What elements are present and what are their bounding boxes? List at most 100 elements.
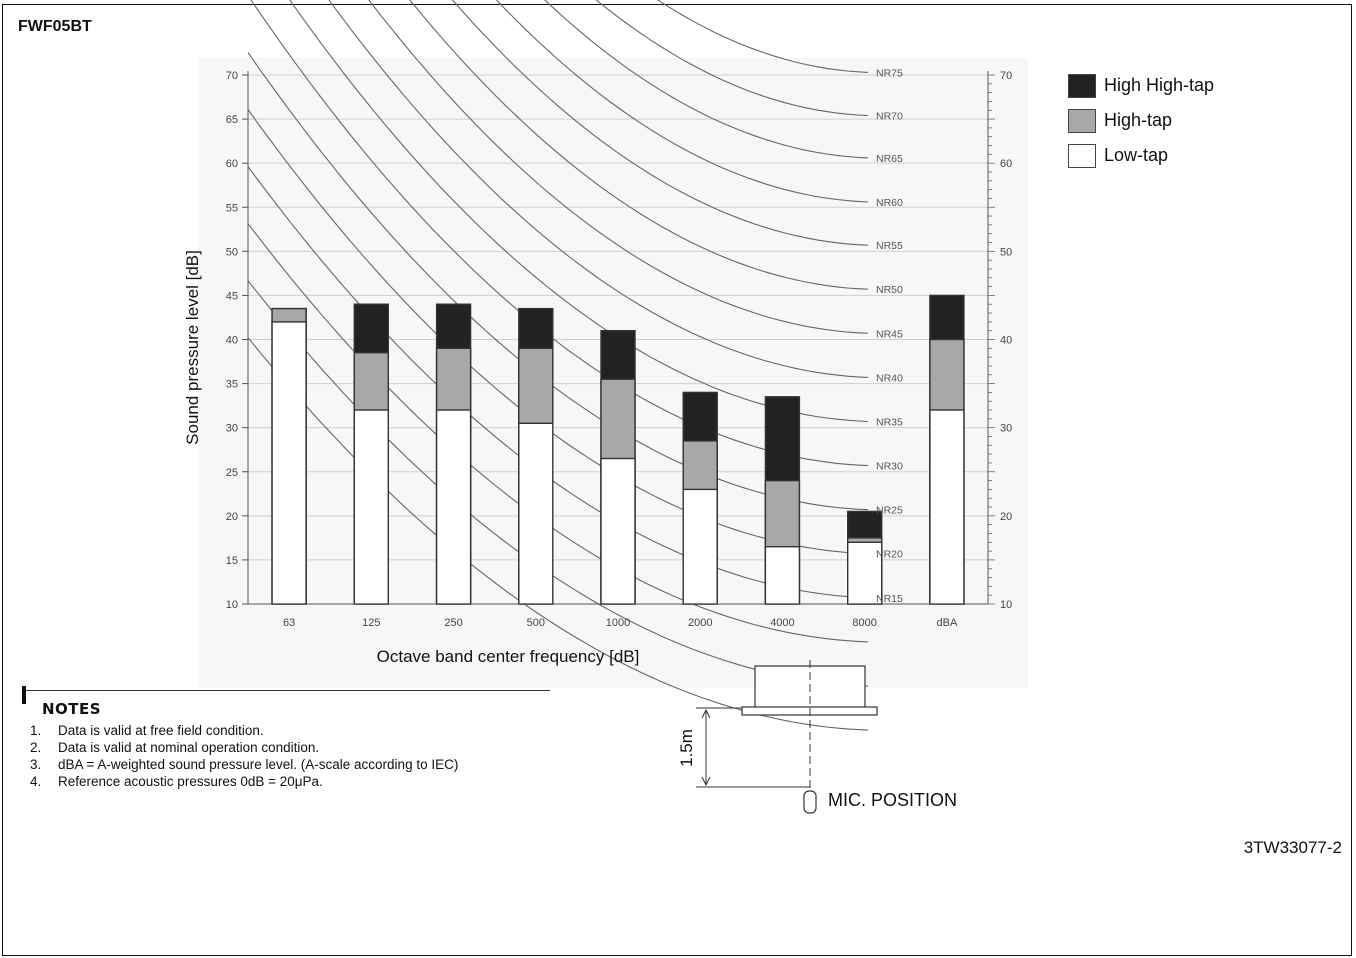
note-number: 2. [30, 740, 42, 755]
y-tick-label: 50 [226, 246, 238, 258]
nr-curve [495, 0, 869, 203]
nr-curve-label: NR25 [876, 505, 903, 517]
bars [271, 294, 965, 605]
bar-low-tap [682, 488, 718, 605]
nr-curve-label: NR65 [876, 153, 903, 165]
nr-curve-label: NR30 [876, 461, 903, 473]
legend: High High-tap High-tap Low-tap [1068, 68, 1214, 173]
nr-curve-label: NR55 [876, 240, 903, 252]
y-tick-label: 20 [226, 511, 238, 523]
x-axis-title: Octave band center frequency [dB] [377, 647, 640, 666]
axes [242, 71, 995, 605]
y-tick-label: 10 [226, 599, 238, 611]
legend-swatch [1068, 73, 1096, 98]
mic-position-diagram: 1.5m MIC. POSITION [677, 660, 957, 814]
bar-low-tap [435, 409, 472, 605]
nr-curve-label: NR40 [876, 372, 903, 384]
nr-curve [247, 166, 869, 599]
y-tick-label-right: 10 [1000, 599, 1012, 611]
notes-list: 1. Data is valid at free field condition.… [30, 722, 578, 790]
y-tick-label: 25 [226, 467, 238, 479]
note-text: dBA = A-weighted sound pressure level. (… [58, 757, 459, 772]
note-item: 2. Data is valid at nominal operation con… [30, 739, 578, 756]
bar-low-tap [929, 409, 965, 605]
bar-low-tap [271, 321, 307, 605]
mic-position-label: MIC. POSITION [828, 790, 957, 810]
nr-curve [368, 0, 869, 334]
y-tick-label: 45 [226, 290, 238, 302]
nr-curve [247, 109, 869, 555]
x-tick-label: 500 [527, 617, 545, 629]
bar-low-tap [518, 422, 554, 605]
nr-curve [247, 223, 869, 643]
nr-curve-label: NR60 [876, 197, 903, 209]
nr-curve-label: NR15 [876, 593, 903, 605]
note-text: Reference acoustic pressures 0dB = 20μPa… [58, 774, 323, 789]
note-number: 1. [30, 723, 42, 738]
y-tick-label-right: 30 [1000, 423, 1012, 435]
y-tick-label-right: 20 [1000, 511, 1012, 523]
legend-label: Low-tap [1104, 145, 1169, 165]
legend-item-high-high-tap: High High-tap [1068, 68, 1214, 103]
bar-low-tap [764, 546, 801, 605]
x-tick-label: 2000 [688, 617, 712, 629]
x-tick-label: 1000 [606, 617, 630, 629]
y-tick-label-right: 40 [1000, 335, 1012, 347]
legend-label: High-tap [1104, 110, 1173, 130]
note-item: 4. Reference acoustic pressures 0dB = 20μ… [30, 773, 578, 790]
nr-curve [250, 0, 869, 467]
document-code: 3TW33077-2 [1243, 838, 1342, 857]
y-tick-label: 60 [226, 158, 238, 170]
nr-curve-label: NR70 [876, 111, 903, 123]
nr-curve [409, 0, 869, 290]
note-text: Data is valid at free field condition. [58, 723, 264, 738]
legend-label: High High-tap [1104, 75, 1215, 95]
legend-swatch [1068, 108, 1096, 133]
nr-curve-label: NR75 [876, 67, 903, 79]
y-tick-label: 35 [226, 379, 238, 391]
nr-curve [289, 0, 869, 423]
labels: NR75 NR70 NR65 NR60 NR55 NR50 NR45 NR40 NR35 NR30… [183, 67, 1012, 666]
nr-curve [595, 0, 869, 117]
note-number: 4. [30, 774, 42, 789]
bar-low-tap [600, 457, 636, 605]
nr-curve-label: NR50 [876, 284, 903, 296]
y-tick-label: 40 [226, 335, 238, 347]
note-item: 3. dBA = A-weighted sound pressure level.… [30, 756, 578, 773]
y-tick-label-right: 60 [1000, 158, 1012, 170]
notes-title: NOTES [42, 700, 102, 718]
dimension-arrows [701, 708, 711, 787]
nr-curve [328, 0, 869, 378]
nr-curve [247, 52, 869, 511]
model-title: FWF05BT [18, 18, 92, 35]
notes-marker [22, 686, 26, 704]
legend-item-high-tap: High-tap [1068, 103, 1214, 138]
nr-curve-label: NR45 [876, 328, 903, 340]
microphone-icon [803, 790, 817, 814]
note-item: 1. Data is valid at free field condition. [30, 722, 578, 739]
y-tick-label-right: 70 [1000, 70, 1012, 82]
nr-curves [247, 0, 869, 731]
nr-curve [656, 0, 869, 73]
x-tick-label: 250 [444, 617, 462, 629]
notes-divider [22, 690, 550, 691]
legend-item-low-tap: Low-tap [1068, 138, 1214, 173]
bar-low-tap [847, 541, 883, 605]
nr-curve [544, 0, 869, 159]
note-number: 3. [30, 757, 42, 772]
y-axis-title: Sound pressure level [dB] [183, 250, 202, 445]
x-tick-label: 125 [362, 617, 380, 629]
nr-curve-label: NR35 [876, 416, 903, 428]
x-tick-label: 8000 [852, 617, 876, 629]
note-text: Data is valid at nominal operation condi… [58, 740, 320, 755]
x-tick-label: 63 [283, 617, 295, 629]
page-frame [2, 4, 1352, 956]
x-tick-label: dBA [936, 617, 957, 629]
y-tick-label: 15 [226, 555, 238, 567]
nr-curve [247, 337, 869, 731]
nr-curve-label: NR20 [876, 549, 903, 561]
y-tick-label: 70 [226, 70, 238, 82]
y-tick-label: 30 [226, 423, 238, 435]
bar-low-tap [353, 409, 389, 605]
